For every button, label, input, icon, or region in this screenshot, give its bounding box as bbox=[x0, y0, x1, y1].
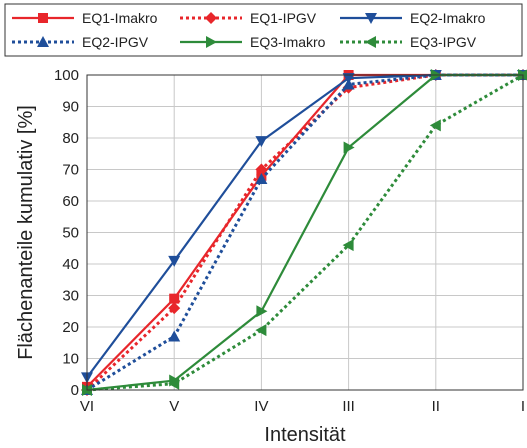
y-tick-label: 80 bbox=[62, 130, 79, 147]
legend-box bbox=[4, 3, 523, 57]
y-tick-label: 0 bbox=[71, 382, 79, 399]
y-tick-labels: 0 10 20 30 40 50 60 70 80 90 100 bbox=[54, 67, 79, 399]
x-tick-labels: VI V IV III II I bbox=[80, 398, 525, 415]
x-tick-label: V bbox=[169, 398, 179, 415]
data-point bbox=[169, 293, 180, 304]
legend-item: EQ3-IPGV bbox=[340, 34, 477, 50]
y-tick-label: 20 bbox=[62, 319, 79, 336]
y-tick-label: 30 bbox=[62, 288, 79, 305]
data-point bbox=[255, 172, 268, 184]
series-line bbox=[86, 73, 523, 392]
legend-marker bbox=[365, 13, 377, 24]
legend-item: EQ1-Imakro bbox=[12, 10, 158, 26]
legend-marker bbox=[37, 36, 49, 47]
legend-marker bbox=[38, 13, 48, 23]
grid bbox=[86, 74, 524, 391]
y-tick-label: 60 bbox=[62, 193, 79, 210]
y-tick-label: 70 bbox=[62, 162, 79, 179]
series-line bbox=[86, 73, 524, 392]
legend-item: EQ2-Imakro bbox=[340, 10, 486, 26]
legend-label: EQ1-IPGV bbox=[250, 10, 317, 26]
x-tick-label: II bbox=[432, 398, 440, 415]
legend: EQ1-Imakro EQ1-IPGV EQ2-Imakro EQ2-IPGV EQ3-… bbox=[4, 3, 523, 57]
data-point bbox=[168, 377, 180, 390]
y-tick-label: 50 bbox=[62, 225, 79, 242]
x-tick-label: VI bbox=[80, 398, 94, 415]
data-point bbox=[168, 302, 181, 315]
x-tick-label: IV bbox=[254, 398, 268, 415]
legend-item: EQ2-IPGV bbox=[12, 34, 149, 50]
legend-label: EQ1-Imakro bbox=[82, 10, 158, 26]
legend-marker bbox=[205, 12, 217, 24]
x-tick-label: I bbox=[521, 398, 525, 415]
plot-frame bbox=[86, 74, 524, 391]
data-point bbox=[255, 136, 268, 148]
legend-label: EQ2-IPGV bbox=[82, 34, 149, 50]
legend-marker bbox=[206, 36, 217, 48]
series-eq2-imakro bbox=[81, 70, 527, 384]
legend-item: EQ1-IPGV bbox=[180, 10, 317, 26]
x-axis-title: Intensität bbox=[264, 424, 346, 446]
data-point bbox=[168, 255, 181, 267]
x-tick-label: III bbox=[342, 398, 355, 415]
series-line bbox=[86, 73, 523, 379]
data-point bbox=[255, 163, 268, 176]
y-tick-label: 40 bbox=[62, 256, 79, 273]
y-tick-label: 100 bbox=[54, 67, 79, 84]
data-point bbox=[168, 330, 181, 342]
legend-marker bbox=[365, 36, 376, 48]
legend-label: EQ2-Imakro bbox=[410, 10, 486, 26]
y-axis-title: Flächenanteile kumulativ [%] bbox=[15, 105, 37, 360]
data-point bbox=[342, 78, 355, 90]
data-point bbox=[255, 324, 267, 337]
y-tick-label: 90 bbox=[62, 99, 79, 116]
legend-label: EQ3-IPGV bbox=[410, 34, 477, 50]
data-point bbox=[256, 305, 268, 318]
y-tick-label: 10 bbox=[62, 351, 79, 368]
legend-item: EQ3-Imakro bbox=[180, 34, 326, 50]
legend-label: EQ3-Imakro bbox=[250, 34, 326, 50]
data-point bbox=[429, 119, 441, 132]
data-point bbox=[342, 239, 354, 252]
data-point bbox=[343, 141, 355, 154]
